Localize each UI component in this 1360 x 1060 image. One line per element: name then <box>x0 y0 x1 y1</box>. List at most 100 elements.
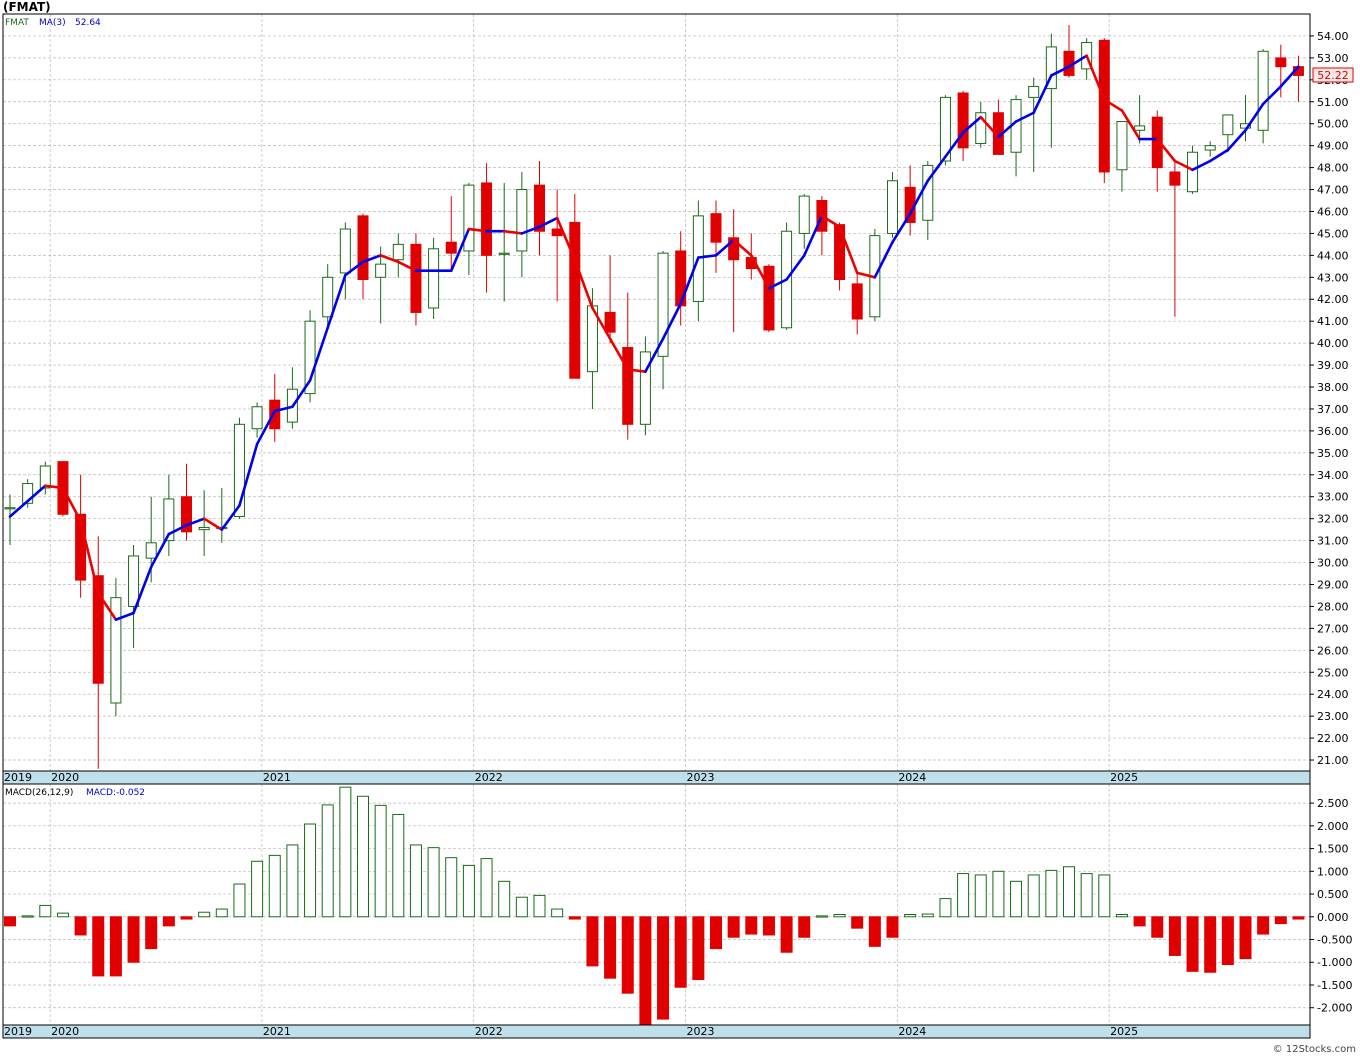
ma-segment <box>167 523 188 536</box>
macd-bar <box>921 913 934 918</box>
ma-segment <box>979 115 1000 139</box>
candles <box>4 24 1304 769</box>
candle <box>1028 77 1040 172</box>
candle <box>110 577 122 717</box>
year-label: 2022 <box>475 1025 503 1038</box>
candle <box>604 255 616 344</box>
price-tick-label: 30.00 <box>1317 557 1349 570</box>
candle <box>22 479 34 508</box>
year-label: 2023 <box>687 1025 715 1038</box>
candle <box>834 222 846 291</box>
candle <box>1116 121 1128 192</box>
macd-bar <box>1257 916 1270 935</box>
candle <box>1045 33 1057 148</box>
candle <box>657 250 669 390</box>
ma-segment <box>1067 54 1088 68</box>
candle <box>445 196 457 271</box>
macd-bar <box>321 804 334 918</box>
candle <box>904 165 916 236</box>
year-label: 2025 <box>1110 771 1138 784</box>
year-label: 2020 <box>51 1025 79 1038</box>
ma-segment <box>185 517 206 527</box>
ma-segment <box>679 256 700 305</box>
ma-segment <box>1085 54 1106 101</box>
ma-segment <box>396 260 418 273</box>
macd-bar <box>162 916 175 927</box>
candle <box>639 336 651 436</box>
price-tick-label: 28.00 <box>1317 600 1349 613</box>
ma-segment <box>1032 74 1053 115</box>
price-tick-label: 32.00 <box>1317 513 1349 526</box>
price-tick-label: 41.00 <box>1317 315 1349 328</box>
macd-bar <box>639 916 652 1026</box>
ma-segment <box>114 611 135 621</box>
ma-segment <box>1103 98 1124 112</box>
candle <box>887 171 898 238</box>
ma-segment <box>538 216 559 229</box>
ma-segment <box>273 405 294 413</box>
macd-bar <box>109 916 122 977</box>
candle <box>322 264 334 330</box>
price-tick-label: 50.00 <box>1317 118 1349 131</box>
candle <box>1204 141 1216 157</box>
ma-segment <box>626 368 647 373</box>
macd-tick-label: 1.500 <box>1317 843 1349 856</box>
ma-segment <box>291 379 312 409</box>
ma-segment <box>1244 102 1265 132</box>
macd-bar <box>533 894 546 918</box>
price-tick-label: 45.00 <box>1317 227 1349 240</box>
ma-segment <box>591 306 612 341</box>
ma-segment <box>1050 65 1071 77</box>
ma-segment <box>344 260 365 277</box>
ma-segment <box>379 254 400 264</box>
macd-bar <box>815 915 828 918</box>
ma-segment <box>802 214 824 257</box>
ma-segment <box>944 131 965 158</box>
macd-tick-label: 2.000 <box>1317 820 1349 833</box>
macd-bar <box>604 916 617 979</box>
macd-bar <box>233 883 246 918</box>
candle <box>375 246 387 324</box>
ma-segment <box>855 271 877 279</box>
ma-segment <box>361 254 382 264</box>
ma-segment <box>132 565 153 615</box>
candle <box>534 161 545 256</box>
macd-tick-label: -1.000 <box>1317 956 1352 969</box>
candle <box>269 373 281 442</box>
candle <box>798 193 810 249</box>
macd-bar <box>621 916 634 994</box>
macd-bar <box>674 916 687 988</box>
macd-bar <box>4 916 16 927</box>
ma-segment <box>732 238 753 257</box>
macd-x-axis: 2019 2020 2021 2022 2023 2024 2025 <box>2 1024 1311 1039</box>
ma-segment <box>767 278 788 290</box>
macd-bar <box>974 874 987 918</box>
price-tick-label: 49.00 <box>1317 140 1349 153</box>
macd-bar <box>586 916 599 967</box>
macd-bar <box>992 870 1005 918</box>
price-tick-label: 22.00 <box>1317 732 1349 745</box>
year-label: 2019 <box>4 1025 32 1038</box>
macd-bar <box>56 912 69 918</box>
ma-segment <box>520 225 541 235</box>
price-tick-label: 25.00 <box>1317 666 1349 679</box>
year-label: 2023 <box>687 771 715 784</box>
macd-tick-label: 0.000 <box>1317 911 1349 924</box>
candle <box>851 272 863 335</box>
price-tick-label: 27.00 <box>1317 622 1349 635</box>
ma-line <box>8 54 1300 621</box>
macd-bar <box>268 854 281 918</box>
candle <box>181 463 192 541</box>
price-tick-label: 35.00 <box>1317 447 1349 460</box>
macd-bar <box>515 896 528 918</box>
macd-bar <box>339 786 352 918</box>
ma-segment <box>926 155 947 183</box>
macd-bar <box>1274 916 1287 925</box>
ma-segment <box>1155 137 1177 163</box>
ma-segment <box>502 229 524 235</box>
macd-bar <box>1186 916 1199 972</box>
candle <box>304 310 316 403</box>
year-label: 2019 <box>4 771 32 784</box>
candle <box>128 544 140 649</box>
